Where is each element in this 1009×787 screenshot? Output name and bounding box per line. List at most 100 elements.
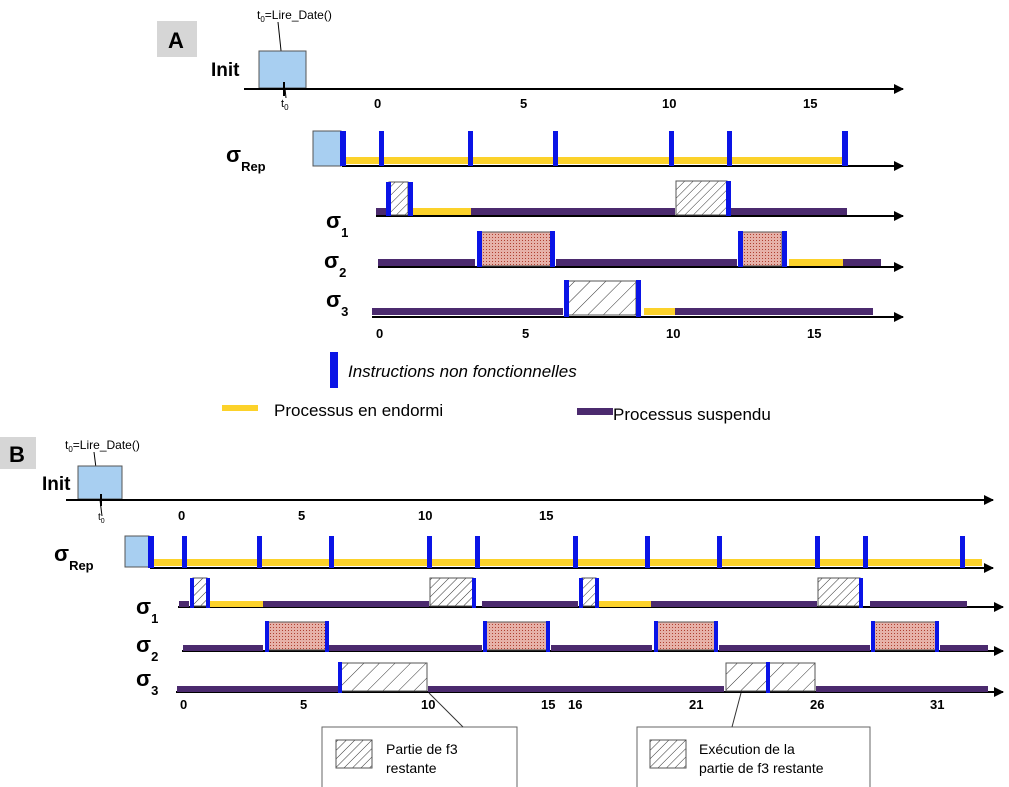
panel-b-s2-suspend-4 — [719, 645, 870, 651]
panel-b-tick-15: 15 — [539, 508, 553, 523]
panel-b-bottom-tick-31: 31 — [930, 697, 944, 712]
panel-b-tick-10: 10 — [418, 508, 432, 523]
legend-suspend-swatch — [577, 408, 613, 415]
panel-a: A t0=Lire_Date() Init t0 0 5 10 15 σRep — [157, 8, 904, 341]
panel-a-tick-10: 10 — [662, 96, 676, 111]
instruction-mark — [386, 182, 391, 216]
instruction-mark — [579, 578, 583, 608]
instruction-mark — [338, 662, 342, 693]
instruction-mark — [546, 621, 550, 652]
instruction-mark — [206, 578, 210, 608]
callout-left-line-2: restante — [386, 760, 437, 776]
instruction-mark — [595, 578, 599, 608]
instruction-mark — [408, 182, 413, 216]
panel-b-s1-suspend-1 — [179, 601, 189, 607]
instruction-mark — [379, 131, 384, 166]
instruction-mark — [727, 131, 732, 166]
instruction-mark — [190, 578, 194, 608]
panel-a-tick-5: 5 — [520, 96, 527, 111]
panel-b-s2-exec-3 — [656, 621, 716, 651]
panel-b-s1-sleep-2 — [599, 601, 651, 607]
panel-b-bottom-tick-26: 26 — [810, 697, 824, 712]
panel-b-rep-sleep-bar — [152, 559, 982, 566]
panel-b-s2-suspend-3 — [551, 645, 652, 651]
instruction-mark — [329, 536, 334, 568]
instruction-mark — [726, 181, 731, 216]
instruction-mark — [645, 536, 650, 568]
panel-a-bottom-tick-10: 10 — [666, 326, 680, 341]
panel-a-init-label: Init — [211, 60, 240, 81]
instruction-mark — [815, 536, 820, 568]
instruction-mark — [859, 578, 863, 608]
instruction-mark — [257, 536, 262, 568]
instruction-mark — [573, 536, 578, 568]
instruction-mark — [427, 536, 432, 568]
instruction-mark — [669, 131, 674, 166]
instruction-mark — [842, 131, 848, 166]
legend-suspend-label: Processus suspendu — [613, 405, 771, 424]
instruction-mark — [182, 536, 187, 568]
panel-a-s3-suspend-2 — [675, 308, 873, 315]
panel-b-bottom-tick-5: 5 — [300, 697, 307, 712]
panel-a-s2-suspend-1 — [378, 259, 475, 266]
panel-b-init-label: Init — [42, 474, 71, 495]
panel-b-s1-sleep-1 — [210, 601, 263, 607]
panel-a-s1-suspend-2 — [471, 208, 675, 215]
panel-a-s1-suspend-1 — [376, 208, 386, 215]
panel-a-sigma-2-label: σ2 — [324, 248, 346, 280]
instruction-mark — [738, 231, 743, 267]
panel-a-s1-sleep-1 — [413, 208, 471, 215]
callout-left-leader — [428, 692, 464, 728]
callout-left-line-1: Partie de f3 — [386, 741, 458, 757]
panel-b-s1-hatch-3 — [581, 577, 597, 607]
instruction-mark — [475, 536, 480, 568]
callout-right-line-2: partie de f3 restante — [699, 760, 824, 776]
panel-a-sigma-rep-label: σRep — [226, 142, 266, 174]
panel-a-rep-instructions — [340, 131, 848, 166]
panel-a-tag: A — [168, 28, 184, 53]
callout-remaining-part: Partie de f3 restante — [321, 692, 518, 787]
panel-b-s1-hatch-1 — [192, 577, 208, 607]
instruction-mark — [564, 280, 569, 317]
instruction-mark — [472, 578, 476, 608]
instruction-mark — [550, 231, 555, 267]
instruction-mark — [468, 131, 473, 166]
instruction-mark — [265, 621, 269, 652]
panel-b-bottom-tick-15: 15 — [541, 697, 555, 712]
panel-b-tag-box — [0, 437, 36, 469]
panel-a-t0-marker: t0 — [281, 98, 289, 112]
instruction-mark — [148, 536, 154, 568]
panel-a-init-block — [258, 50, 307, 89]
panel-a-tick-15: 15 — [803, 96, 817, 111]
panel-b-tick-5: 5 — [298, 508, 305, 523]
panel-b-rep-instructions — [148, 536, 965, 568]
panel-a-sigma-1-label: σ1 — [326, 208, 348, 240]
panel-a-s2-exec-2 — [741, 231, 783, 267]
instruction-mark — [960, 536, 965, 568]
panel-a-tag-box — [157, 21, 197, 57]
panel-a-s1-hatch-1 — [388, 181, 409, 216]
instruction-mark — [782, 231, 787, 267]
panel-a-s3-hatch — [567, 280, 637, 316]
callout-right-leader — [731, 692, 742, 728]
panel-a-sigma-3-label: σ3 — [326, 287, 348, 319]
panel-a-s2-suspend-3 — [843, 259, 881, 266]
panel-a-s3-sleep — [644, 308, 675, 315]
legend: Instructions non fonctionnelles Processu… — [222, 352, 771, 424]
panel-b-s2-exec-1 — [267, 621, 327, 651]
panel-b-s1-suspend-5 — [870, 601, 967, 607]
legend-instruction-swatch — [330, 352, 338, 388]
panel-b-s3-suspend-2 — [428, 686, 724, 692]
callout-execution-remaining-part: Exécution de la partie de f3 restante — [636, 692, 871, 787]
legend-sleep-swatch — [222, 405, 258, 411]
panel-b-s3-suspend-3 — [816, 686, 988, 692]
panel-b-bottom-tick-16: 16 — [568, 697, 582, 712]
panel-b-s2-suspend-5 — [940, 645, 988, 651]
instruction-mark — [477, 231, 482, 267]
panel-a-bottom-tick-15: 15 — [807, 326, 821, 341]
panel-b-s2-exec-4 — [873, 621, 937, 651]
panel-b-s1-hatch-2 — [429, 577, 474, 607]
instruction-mark — [483, 621, 487, 652]
instruction-mark — [935, 621, 939, 652]
